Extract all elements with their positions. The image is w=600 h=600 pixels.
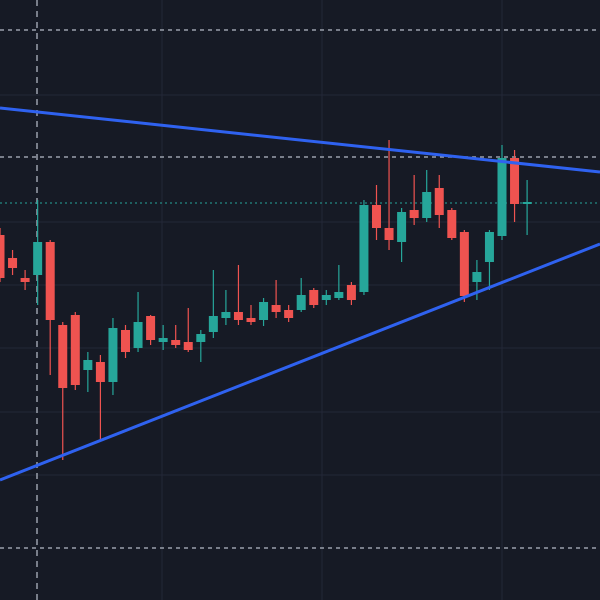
candle-body (259, 302, 269, 320)
candle-body (447, 210, 457, 238)
candle-body (472, 272, 482, 282)
candle-body (359, 205, 369, 292)
candle-body (233, 312, 243, 320)
candle-body (108, 328, 118, 382)
candle-body (158, 338, 168, 342)
candles (0, 140, 532, 460)
candle-body (70, 315, 80, 385)
candle-body (522, 202, 532, 204)
candle-body (183, 342, 193, 350)
candle-body (459, 232, 469, 296)
candle-body (171, 340, 181, 345)
candle-body (8, 258, 18, 268)
candle-body (95, 362, 105, 382)
candle-body (346, 285, 356, 300)
candle-body (309, 290, 319, 305)
candle-body (45, 242, 55, 320)
candle-body (372, 205, 381, 228)
candle-body (296, 295, 306, 310)
candle-body (422, 192, 432, 218)
candle-body (121, 330, 130, 352)
candle-body (334, 292, 344, 298)
candle-body (221, 312, 231, 318)
candle-body (20, 278, 30, 282)
candle-body (83, 360, 93, 370)
candle-body (196, 334, 206, 342)
candle-body (397, 212, 407, 242)
candle-body (409, 210, 419, 218)
candle-body (58, 325, 68, 388)
candle-body (271, 305, 281, 312)
candle-body (321, 295, 331, 300)
candle-body (510, 158, 520, 204)
candle-body (246, 318, 256, 322)
candle-body (0, 235, 5, 278)
candle-body (434, 188, 444, 215)
candle-body (384, 228, 394, 240)
trend-line-upper (0, 106, 600, 174)
candle-body (146, 316, 156, 340)
trend-line-lower (0, 242, 600, 482)
candle-body (484, 232, 494, 262)
candle-body (497, 158, 507, 236)
candle-body (208, 316, 218, 332)
candle-body (33, 242, 43, 275)
candle-body (284, 310, 294, 318)
candle-body (133, 322, 143, 348)
